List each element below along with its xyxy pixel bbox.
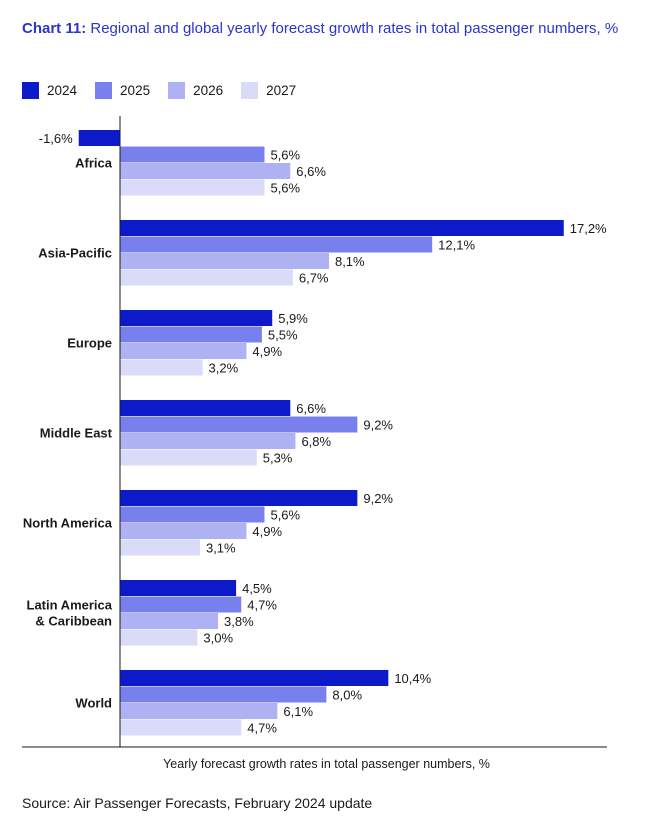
- bar-2027-2: [120, 269, 293, 286]
- bar-2024-1: [78, 130, 120, 146]
- legend-label-2026: 2026: [193, 82, 224, 98]
- bar-2027-1: [120, 179, 265, 196]
- legend-item-2024: 2024: [22, 81, 78, 99]
- data-label-2027-3: 3,2%: [209, 360, 239, 375]
- source-note: Source: Air Passenger Forecasts, Februar…: [22, 795, 373, 811]
- legend-label-2025: 2025: [120, 82, 151, 98]
- legend: 2024 2025 2026 2027: [22, 81, 314, 99]
- data-label-2027-5: 3,1%: [206, 540, 236, 555]
- legend-swatch-2026: [168, 81, 186, 99]
- category-label-5: North America: [23, 516, 113, 531]
- data-label-2025-5: 5,6%: [270, 507, 300, 522]
- legend-item-2025: 2025: [95, 81, 151, 99]
- legend-swatch-2025: [95, 81, 113, 99]
- category-label-3: Europe: [67, 336, 112, 351]
- legend-label-2027: 2027: [266, 82, 297, 98]
- bar-2027-3: [120, 359, 203, 376]
- bar-2027-7: [120, 719, 242, 736]
- legend-item-2026: 2026: [168, 81, 224, 99]
- data-label-2026-2: 8,1%: [335, 254, 365, 269]
- chart-title-prefix: Chart 11:: [22, 20, 87, 37]
- category-label-7: World: [75, 696, 112, 711]
- bar-2025-4: [120, 416, 358, 433]
- data-label-2026-5: 4,9%: [252, 524, 282, 539]
- bar-2027-5: [120, 539, 200, 556]
- data-label-2024-3: 5,9%: [278, 311, 308, 326]
- bar-2025-6: [120, 596, 242, 613]
- data-label-2024-7: 10,4%: [394, 671, 431, 686]
- data-label-2027-7: 4,7%: [247, 720, 277, 735]
- bar-2026-1: [120, 163, 291, 179]
- category-label-4: Middle East: [40, 426, 113, 441]
- data-label-2025-4: 9,2%: [363, 417, 393, 432]
- bar-2026-3: [120, 343, 247, 359]
- bar-2025-7: [120, 686, 327, 703]
- bar-2025-2: [120, 236, 433, 253]
- data-label-2026-6: 3,8%: [224, 614, 254, 629]
- legend-swatch-2027: [241, 81, 259, 99]
- data-label-2024-4: 6,6%: [296, 401, 326, 416]
- bar-2026-5: [120, 523, 247, 539]
- data-label-2026-4: 6,8%: [301, 434, 331, 449]
- data-label-2025-2: 12,1%: [438, 237, 475, 252]
- bar-2026-6: [120, 613, 219, 629]
- bar-2024-2: [120, 220, 564, 236]
- data-label-2024-1: -1,6%: [39, 131, 73, 146]
- data-label-2027-1: 5,6%: [270, 180, 300, 195]
- data-label-2027-4: 5,3%: [263, 450, 293, 465]
- data-label-2025-7: 8,0%: [332, 687, 362, 702]
- data-label-2027-2: 6,7%: [299, 270, 329, 285]
- data-label-2024-2: 17,2%: [570, 221, 607, 236]
- x-axis-label: Yearly forecast growth rates in total pa…: [163, 757, 490, 771]
- data-label-2025-1: 5,6%: [270, 147, 300, 162]
- bar-2024-6: [120, 580, 237, 596]
- legend-item-2027: 2027: [241, 81, 297, 99]
- bar-2026-2: [120, 253, 329, 269]
- data-label-2024-5: 9,2%: [363, 491, 393, 506]
- category-label-6-line-1: Latin America: [27, 598, 113, 613]
- bar-2024-4: [120, 400, 291, 416]
- bar-2024-5: [120, 490, 358, 506]
- bar-2025-3: [120, 326, 262, 343]
- data-label-2025-6: 4,7%: [247, 597, 277, 612]
- bar-2026-7: [120, 703, 278, 719]
- category-label-6-line-2: & Caribbean: [35, 614, 112, 629]
- category-label-1: Africa: [75, 156, 113, 171]
- legend-swatch-2024: [22, 81, 39, 99]
- data-label-2026-3: 4,9%: [252, 344, 282, 359]
- legend-label-2024: 2024: [47, 82, 78, 98]
- bar-2027-6: [120, 629, 198, 646]
- chart-title: Chart 11: Regional and global yearly for…: [22, 16, 622, 41]
- data-label-2026-1: 6,6%: [296, 164, 326, 179]
- bar-2025-5: [120, 506, 265, 523]
- bar-2024-7: [120, 670, 389, 686]
- data-label-2024-6: 4,5%: [242, 581, 272, 596]
- bar-2026-4: [120, 433, 296, 449]
- chart-title-text: Regional and global yearly forecast grow…: [90, 20, 619, 37]
- chart-plot-area: -1,6%5,6%6,6%5,6%Africa17,2%12,1%8,1%6,7…: [22, 116, 607, 748]
- data-label-2026-7: 6,1%: [283, 704, 313, 719]
- bar-2025-1: [120, 146, 265, 163]
- data-label-2025-3: 5,5%: [268, 327, 298, 342]
- category-label-2: Asia-Pacific: [38, 246, 112, 261]
- data-label-2027-6: 3,0%: [203, 630, 233, 645]
- bar-2027-4: [120, 449, 257, 466]
- bar-2024-3: [120, 310, 273, 326]
